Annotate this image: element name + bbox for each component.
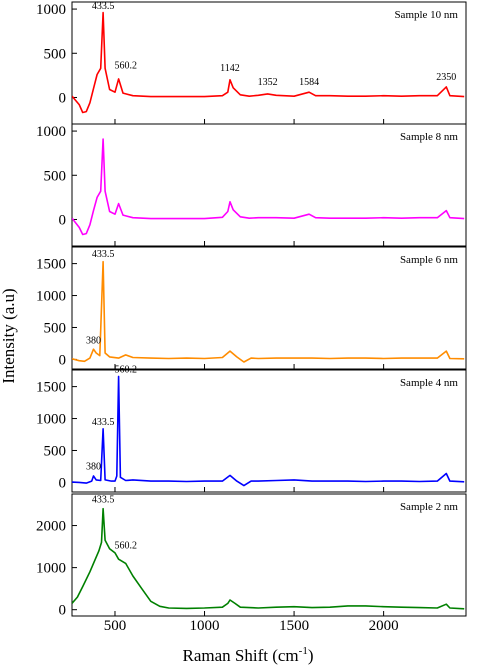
y-tick-label: 1000	[36, 412, 66, 428]
y-tick-label: 0	[59, 603, 67, 619]
y-tick-label: 500	[44, 320, 67, 336]
series-line	[72, 260, 465, 363]
y-tick-label: 500	[44, 46, 67, 62]
x-axis-ticks: 500 1000 1500 2000	[104, 618, 399, 634]
panel-1: 0 500 1000 Sample 10 nm 433.5 560.2 1142 1352 15…	[36, 1, 467, 125]
x-tick-label: 1000	[190, 618, 220, 634]
y-tick-label: 1000	[36, 289, 66, 305]
y-tick-label: 1000	[36, 2, 66, 18]
y-tick-label: 0	[59, 352, 67, 368]
panel-frame	[71, 246, 467, 370]
panel-frame	[71, 123, 467, 247]
panel-frame	[71, 493, 467, 617]
peak-label: 1352	[258, 77, 278, 88]
peak-label: 1142	[220, 63, 240, 74]
panel-label: Sample 6 nm	[400, 254, 458, 266]
x-tick-label: 2000	[369, 618, 399, 634]
y-tick-label: 1000	[36, 561, 66, 577]
y-tick-label: 2000	[36, 519, 66, 535]
y-axis-title: Intensity (a.u)	[0, 288, 18, 383]
peak-label: 433.5	[92, 417, 115, 428]
y-tick-label: 0	[59, 475, 67, 491]
panel-4: 0 500 1000 1500 Sample 4 nm 560.2 433.5 380	[36, 365, 467, 493]
peak-label: 560.2	[115, 365, 138, 376]
panel-label: Sample 10 nm	[394, 9, 458, 21]
x-tick-label: 500	[104, 618, 127, 634]
y-tick-label: 1500	[36, 257, 66, 273]
panel-frame	[71, 369, 467, 493]
y-tick-label: 0	[59, 212, 67, 228]
panel-3: 0 500 1000 1500 Sample 6 nm 433.5 380	[36, 246, 467, 370]
peak-label: 380	[86, 335, 101, 346]
series-line	[72, 11, 465, 114]
peak-label: 380	[86, 462, 101, 473]
y-tick-label: 500	[44, 168, 67, 184]
y-tick-label: 0	[59, 90, 67, 106]
x-tick-label: 1500	[279, 618, 309, 634]
peak-label: 560.2	[115, 60, 138, 71]
series-line	[72, 507, 465, 610]
panel-2: 0 500 1000 Sample 8 nm	[36, 123, 467, 247]
peak-label: 433.5	[92, 494, 115, 505]
y-tick-label: 1000	[36, 124, 66, 140]
panel-label: Sample 4 nm	[400, 377, 458, 389]
panel-label: Sample 8 nm	[400, 131, 458, 143]
peak-label: 433.5	[92, 1, 115, 12]
peak-label: 2350	[436, 72, 456, 83]
panel-5: 0 1000 2000 Sample 2 nm 433.5 560.2	[36, 493, 467, 619]
peak-label: 433.5	[92, 249, 115, 260]
series-line	[72, 138, 465, 236]
panel-label: Sample 2 nm	[400, 501, 458, 513]
panels-group: 0 500 1000 Sample 10 nm 433.5 560.2 1142 1352 15…	[36, 1, 467, 619]
y-tick-label: 500	[44, 443, 67, 459]
series-line	[72, 375, 465, 487]
x-axis-title: Raman Shift (cm-1)	[183, 645, 314, 665]
peak-label: 1584	[299, 77, 319, 88]
peak-label: 560.2	[115, 541, 138, 552]
y-tick-label: 1500	[36, 380, 66, 396]
